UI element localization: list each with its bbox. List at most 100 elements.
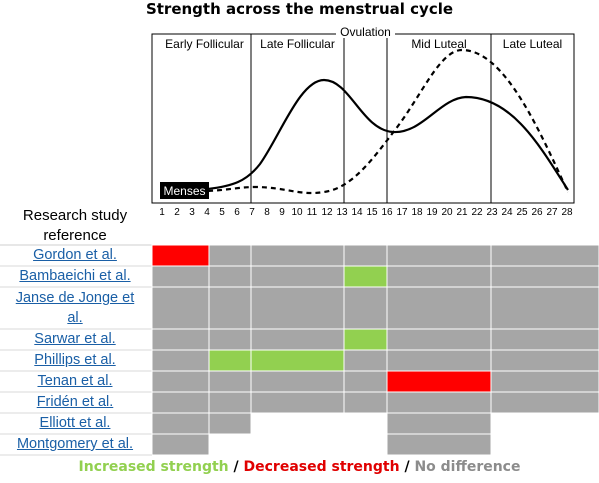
day-tick-label: 28 — [561, 207, 573, 218]
table-cell — [208, 391, 252, 414]
table-cell — [386, 391, 492, 414]
day-tick-label: 10 — [291, 207, 303, 218]
study-reference-link[interactable]: Janse de Jonge et al. — [15, 290, 135, 326]
table-cell — [490, 328, 599, 351]
table-cell — [490, 349, 599, 372]
table-cell — [386, 286, 492, 330]
legend-separator: / — [228, 459, 244, 475]
day-tick-label: 8 — [264, 207, 270, 218]
day-tick-label: 18 — [411, 207, 423, 218]
table-cell — [490, 244, 599, 267]
table-cell — [343, 391, 388, 414]
legend-no-difference: No difference — [414, 459, 521, 475]
day-tick-label: 19 — [426, 207, 438, 218]
figure-canvas: Ovulation Early Follicular Late Follicul… — [0, 25, 599, 456]
day-tick-label: 11 — [307, 207, 318, 218]
table-cell — [490, 433, 599, 456]
table-cell — [490, 412, 599, 435]
day-tick-label: 14 — [351, 207, 363, 218]
menses-box — [160, 182, 209, 199]
table-cell — [343, 328, 388, 351]
phase-label-mid-luteal: Mid Luteal — [411, 37, 466, 51]
table-cell — [151, 370, 210, 393]
study-reference-link[interactable]: Bambaeichi et al. — [19, 268, 131, 284]
day-tick-label: 2 — [174, 207, 180, 218]
day-tick-label: 7 — [249, 207, 255, 218]
table-cell — [151, 265, 210, 288]
strength-curve-solid — [207, 78, 569, 191]
study-reference-link[interactable]: Tenan et al. — [37, 373, 113, 389]
table-cell — [151, 244, 210, 267]
table-cell — [343, 370, 388, 393]
table-cell — [386, 244, 492, 267]
table-cell — [208, 412, 252, 435]
table-cell — [250, 349, 345, 372]
table-cell — [343, 349, 388, 372]
table-cell — [343, 265, 388, 288]
table-cell — [250, 370, 345, 393]
ovulation-label: Ovulation — [340, 25, 391, 39]
phase-label-late-follicular: Late Follicular — [260, 37, 335, 51]
table-cell — [208, 328, 252, 351]
day-tick-label: 23 — [486, 207, 498, 218]
day-tick-label: 9 — [279, 207, 285, 218]
day-tick-label: 15 — [366, 207, 378, 218]
table-cell — [151, 412, 210, 435]
study-reference-link[interactable]: Gordon et al. — [33, 247, 117, 263]
strength-curve-dashed — [207, 48, 569, 195]
table-cell — [250, 286, 345, 330]
table-cell — [151, 433, 210, 456]
legend-increased: Increased strength — [78, 459, 229, 475]
study-reference-link[interactable]: Montgomery et al. — [16, 436, 134, 452]
study-reference-link[interactable]: Sarwar et al. — [34, 331, 116, 347]
figure-title: Strength across the menstrual cycle — [145, 0, 454, 18]
table-cell — [208, 349, 252, 372]
study-reference-link[interactable]: Phillips et al. — [34, 352, 116, 368]
table-cell — [208, 265, 252, 288]
table-cell — [490, 370, 599, 393]
table-cell — [343, 412, 388, 435]
day-tick-label: 5 — [219, 207, 225, 218]
table-cell — [386, 370, 492, 393]
table-cell — [490, 391, 599, 414]
table-cell — [250, 265, 345, 288]
day-tick-label: 20 — [441, 207, 453, 218]
table-cell — [208, 433, 252, 456]
day-axis: 1 2 3 4 5 6 7 8 9 10 11 12 13 14 15 16 17 18 19 20 21 22 23 24 2… — [159, 207, 573, 218]
day-tick-label: 17 — [396, 207, 408, 218]
day-tick-label: 22 — [471, 207, 483, 218]
day-tick-label: 4 — [204, 207, 210, 218]
table-cell — [386, 349, 492, 372]
menses-label: Menses — [163, 184, 205, 198]
table-cell — [250, 244, 345, 267]
day-tick-label: 25 — [516, 207, 528, 218]
day-tick-label: 21 — [456, 207, 468, 218]
table-cell — [386, 265, 492, 288]
study-reference-link[interactable]: Fridén et al. — [36, 394, 114, 410]
table-cell — [386, 433, 492, 456]
table-cell — [386, 328, 492, 351]
day-tick-label: 1 — [159, 207, 165, 218]
table-cell — [343, 433, 388, 456]
phase-label-early-follicular: Early Follicular — [165, 37, 244, 51]
table-cell — [151, 391, 210, 414]
legend-separator: / — [399, 459, 415, 475]
table-cell — [490, 286, 599, 330]
table-cell — [151, 349, 210, 372]
table-cell — [208, 370, 252, 393]
table-cell — [343, 286, 388, 330]
study-reference-link[interactable]: Elliott et al. — [39, 415, 111, 431]
day-tick-label: 16 — [381, 207, 393, 218]
table-cell — [250, 328, 345, 351]
table-cell — [343, 244, 388, 267]
table-header-label: Research study reference — [22, 207, 128, 244]
day-tick-label: 26 — [531, 207, 543, 218]
day-tick-label: 24 — [501, 207, 513, 218]
table-cell — [250, 391, 345, 414]
day-tick-label: 3 — [189, 207, 195, 218]
table-cell — [208, 244, 252, 267]
day-tick-label: 27 — [546, 207, 558, 218]
table-grid — [0, 244, 599, 456]
table-cell — [250, 433, 345, 456]
table-cell — [386, 412, 492, 435]
